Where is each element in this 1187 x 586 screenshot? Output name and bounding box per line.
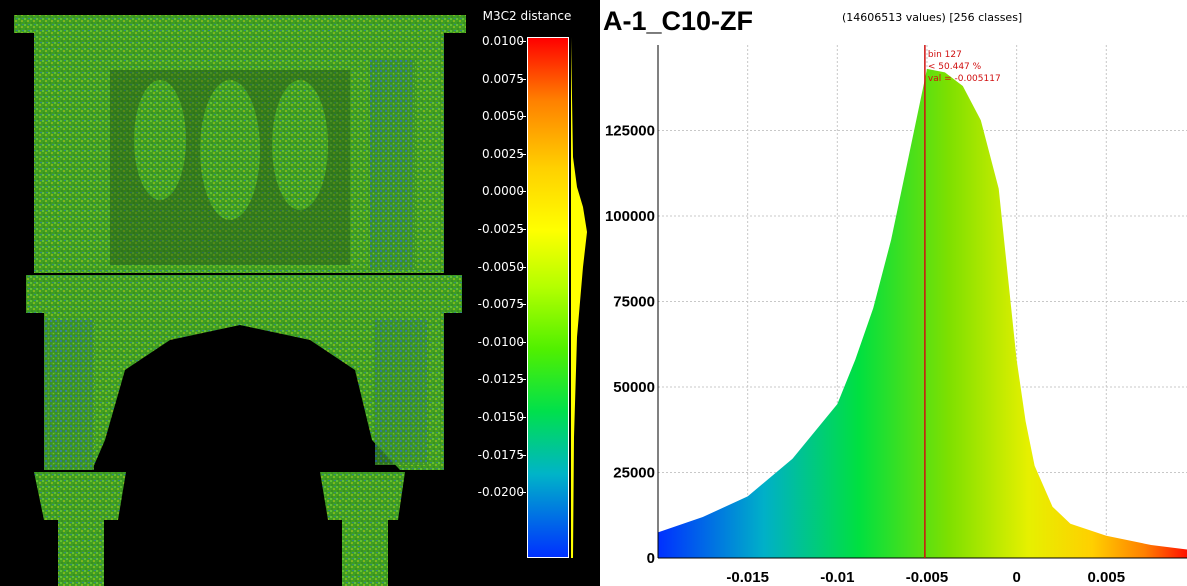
color-scale-tick-label: 0.0075 [482, 71, 524, 86]
histogram-area [658, 68, 1187, 559]
scalar-field-name: M3C2 distance [482, 9, 572, 23]
x-tick-label: 0.005 [1088, 569, 1126, 586]
color-scale-tick-mark [520, 116, 526, 118]
y-tick-label: 0 [647, 550, 655, 567]
x-tick-label: 0 [1012, 569, 1020, 586]
color-scale-tick-mark [520, 341, 526, 343]
color-scale-tick-label: 0.0100 [482, 34, 524, 48]
y-tick-label: 125000 [605, 123, 655, 140]
color-scale-bar [527, 37, 569, 558]
cloud-top-cornice [14, 15, 466, 33]
color-scale-tick-mark [520, 379, 526, 381]
chart-stats: (14606513 values) [256 classes] [842, 11, 1023, 24]
x-tick-label: -0.015 [726, 569, 769, 586]
color-scale-distribution [571, 37, 587, 558]
point-cloud-viewport[interactable]: M3C2 distance 0.0100 0.0075 0.0050 0.0025 0.… [0, 0, 600, 586]
x-tick-label: -0.01 [820, 569, 854, 586]
color-scale-tick-mark [520, 417, 526, 418]
cloud-right-capital [320, 472, 405, 520]
y-tick-label: 100000 [605, 208, 655, 225]
color-scale-tick-label: -0.0200 [477, 485, 524, 500]
color-scale-tick-label: -0.0025 [477, 222, 524, 236]
color-scale-tick-mark [520, 78, 526, 80]
color-scale-tick-mark [520, 153, 526, 155]
color-scale-tick-mark [520, 454, 526, 456]
color-scale-tick-mark [520, 191, 526, 193]
x-tick-label: -0.005 [906, 569, 949, 586]
color-scale-tick-label: -0.0150 [477, 410, 524, 424]
y-tick-label: 25000 [613, 465, 655, 482]
cursor-value-label: val = -0.005117 [928, 74, 1001, 84]
color-scale-tick-label: -0.0125 [477, 372, 524, 387]
color-scale-tick-mark [520, 229, 526, 230]
histogram-chart: -0.015 -0.01 -0.005 0 0.005 0 25000 50000 75000 1… [605, 45, 1187, 586]
color-scale-tick-mark [520, 266, 526, 268]
color-scale-tick-label: -0.0050 [477, 259, 524, 274]
color-scale-tick-label: -0.0075 [477, 297, 524, 312]
color-scale-tick-mark [520, 41, 526, 42]
color-scale-tick-mark [520, 492, 526, 494]
chart-title: A-1_C10-ZF [603, 6, 754, 36]
y-tick-label: 75000 [613, 294, 655, 311]
color-scale-tick-mark [520, 304, 526, 306]
color-scale-tick-label: -0.0175 [477, 447, 524, 462]
color-scale-tick-label: 0.0025 [482, 146, 524, 161]
color-scale-tick-label: 0.0000 [482, 184, 524, 199]
point-cloud-render [14, 15, 466, 586]
cloud-lower-arch [44, 313, 444, 470]
cursor-bin-label: bin 127 [928, 50, 962, 60]
cloud-middle-cornice [26, 275, 462, 313]
color-scale-tick-label: 0.0050 [482, 109, 524, 124]
cloud-left-capital [34, 472, 126, 520]
color-scale-tick-label: -0.0100 [477, 334, 524, 349]
y-tick-label: 50000 [613, 379, 655, 396]
cursor-percent-label: < 50.447 % [928, 62, 982, 72]
